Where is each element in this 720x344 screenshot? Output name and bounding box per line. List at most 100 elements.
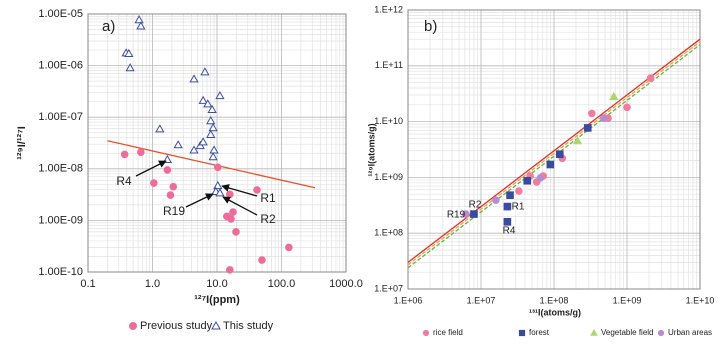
legend-marker [657, 329, 665, 337]
panel-label: a) [102, 18, 115, 35]
point [150, 179, 158, 187]
annotation: R1 [260, 191, 276, 205]
point [213, 180, 223, 190]
x-tick-label: 1.E+07 [467, 295, 496, 305]
point [588, 109, 596, 118]
point [155, 124, 165, 133]
point [169, 182, 178, 191]
x-tick-label: 1.E+06 [394, 295, 423, 305]
annotation: R4 [116, 174, 132, 188]
y-tick-label: 1.00E-06 [38, 60, 83, 72]
x-tick-label: 100.0 [268, 278, 296, 290]
y-tick-label: 1.00E-05 [38, 8, 83, 20]
series [121, 15, 225, 197]
plot-frame [407, 9, 701, 290]
legend-marker [129, 322, 137, 330]
legend-label: Urban areas [668, 328, 712, 337]
point [515, 187, 523, 195]
point [189, 74, 199, 83]
x-tick-label: 1.0 [145, 278, 160, 290]
series [470, 124, 592, 226]
point [285, 243, 293, 252]
point [609, 91, 619, 100]
point [137, 148, 145, 156]
annotation: R19 [163, 204, 185, 218]
point [227, 215, 235, 223]
y-tick-label: 1.00E-09 [38, 214, 83, 226]
point [226, 266, 234, 274]
point [206, 116, 216, 125]
point [198, 137, 208, 146]
series [120, 148, 293, 274]
point [462, 210, 470, 218]
y-tick-label: 1.00E-08 [38, 163, 83, 175]
point [229, 208, 237, 216]
legend-label: This study [223, 320, 274, 332]
point [209, 145, 219, 154]
x-tick-label: 1.E+08 [540, 295, 569, 305]
point [583, 124, 592, 132]
annotation-arrow [221, 184, 258, 197]
x-tick-label: 1000.0 [329, 278, 363, 290]
y-axis-label: ¹²⁹I(atoms/g) [366, 123, 376, 176]
annotation-arrow [185, 193, 214, 208]
point [253, 186, 261, 194]
point [646, 74, 655, 82]
x-tick-label: 10.0 [206, 278, 227, 290]
legend-marker [518, 329, 526, 337]
point [198, 95, 208, 104]
y-tick-label: 1.E+08 [374, 228, 403, 238]
legend-marker [211, 320, 221, 330]
panel-label: b) [424, 18, 437, 35]
point [258, 256, 266, 264]
annotation-arrow [222, 196, 258, 216]
point [546, 160, 555, 169]
point [215, 188, 225, 197]
point [136, 21, 146, 30]
point [506, 191, 514, 199]
point [134, 15, 144, 24]
point [599, 114, 608, 123]
y-tick-label: 1.E+09 [374, 172, 403, 182]
point [207, 104, 217, 114]
series [572, 91, 619, 145]
legend-label: forest [529, 328, 550, 337]
y-tick-label: 1.E+10 [374, 116, 403, 126]
plot-frame [87, 13, 347, 273]
annotation: R19 [447, 210, 466, 221]
annotation-arrow [135, 160, 167, 177]
point [163, 166, 172, 174]
point [503, 202, 512, 211]
point [523, 176, 532, 185]
legend-label: Vegetable field [601, 328, 654, 337]
point [203, 99, 213, 108]
x-tick-label: 1.E+09 [613, 295, 642, 305]
x-axis-label: ¹²⁷I(ppm) [194, 294, 240, 306]
point [503, 218, 512, 226]
point [125, 63, 135, 72]
point [208, 123, 218, 132]
annotation: R1 [512, 202, 525, 213]
point [206, 129, 216, 138]
annotation: R2 [469, 200, 482, 211]
point [214, 163, 222, 172]
point [208, 152, 218, 161]
y-tick-label: 1.E+07 [374, 283, 403, 293]
y-tick-label: 1.E+11 [375, 60, 403, 70]
point [215, 90, 225, 100]
point [124, 48, 134, 58]
point [189, 145, 199, 154]
y-tick-label: 1.00E-10 [38, 266, 83, 278]
annotation: R2 [260, 212, 276, 226]
y-tick-label: 1.00E-07 [38, 111, 83, 123]
x-tick-label: 1.E+10 [686, 295, 715, 305]
annotation: R4 [503, 226, 516, 237]
series [462, 114, 608, 218]
point [232, 228, 240, 236]
point [536, 174, 545, 182]
point [470, 210, 478, 218]
y-tick-label: 1.E+12 [374, 4, 403, 14]
legend-marker [590, 329, 598, 336]
y-axis-label: ¹²⁹I/¹²⁷I [16, 126, 28, 160]
